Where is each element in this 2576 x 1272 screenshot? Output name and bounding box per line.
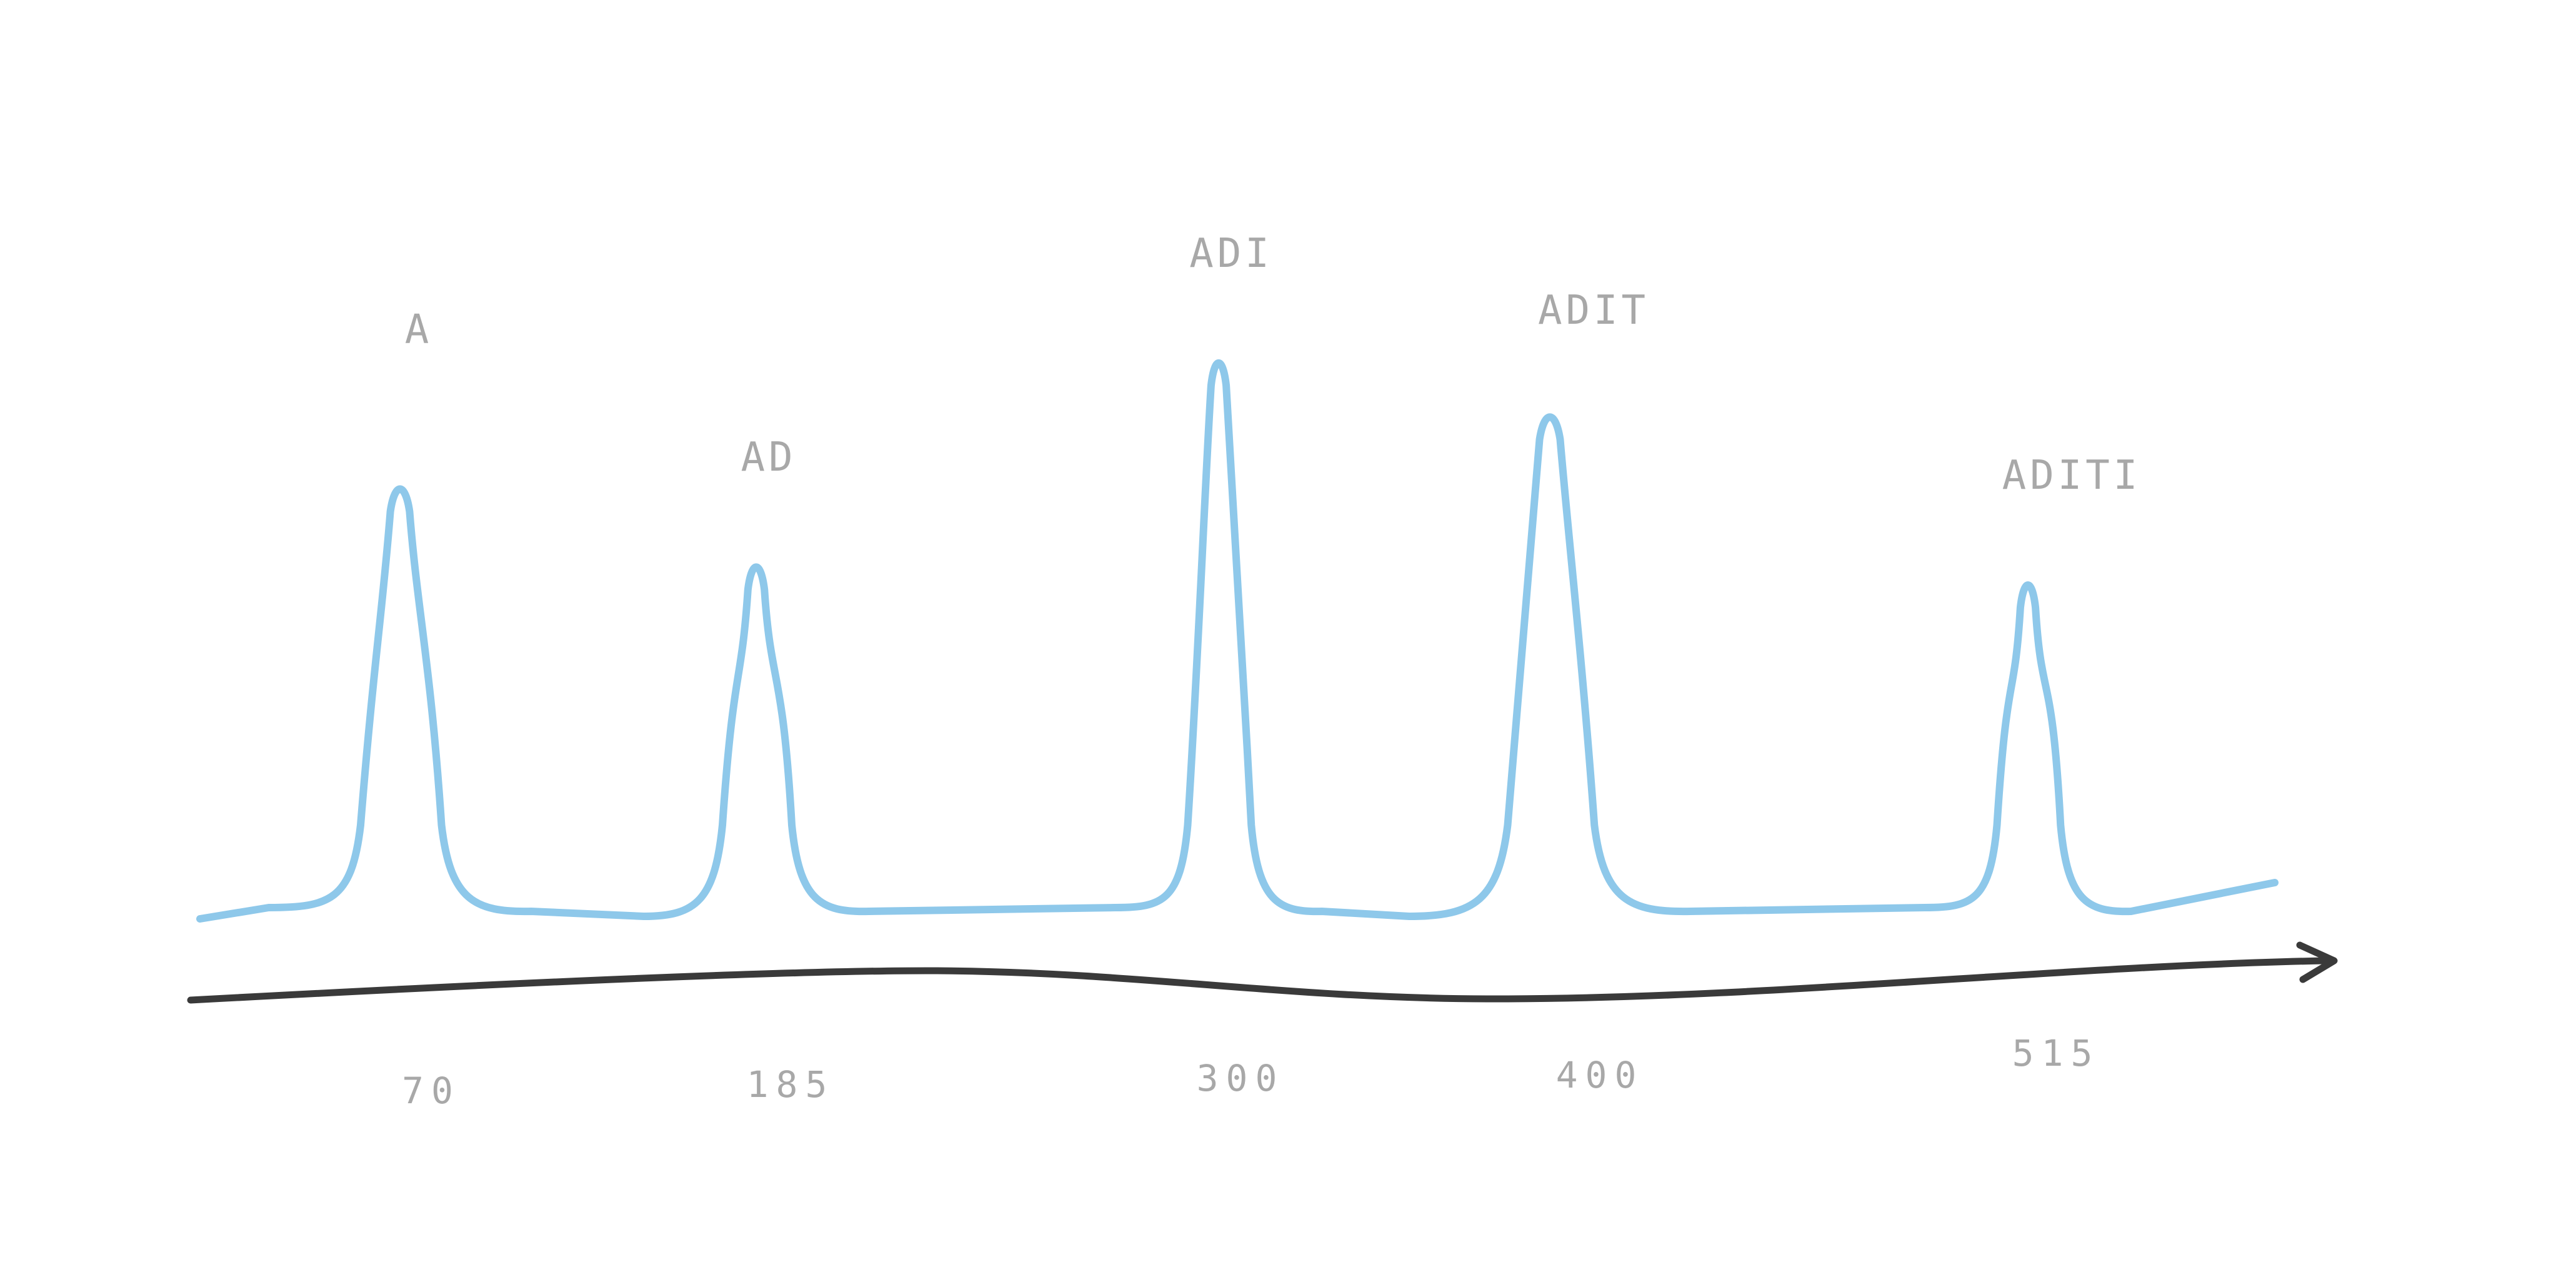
peak-label-2: AD [741,434,796,481]
peak-label-4: ADIT [1538,288,1649,334]
peak-label-5: ADITI [2002,453,2142,499]
peak-label-3: ADI [1189,231,1273,277]
peak-label-1: A [405,306,433,353]
peak-labels: A AD ADI ADIT ADITI [405,231,2142,499]
x-axis-line [187,957,2329,1004]
x-tick-label-5: 515 [2012,1032,2100,1074]
x-tick-label-2: 185 [747,1063,835,1106]
x-tick-label-3: 300 [1197,1057,1285,1099]
x-tick-labels: 70 185 300 400 515 [402,1032,2100,1112]
x-axis-arrowhead [2296,941,2338,983]
x-tick-label-4: 400 [1556,1054,1644,1096]
signal-trace [196,359,2279,923]
x-tick-label-1: 70 [402,1069,461,1112]
